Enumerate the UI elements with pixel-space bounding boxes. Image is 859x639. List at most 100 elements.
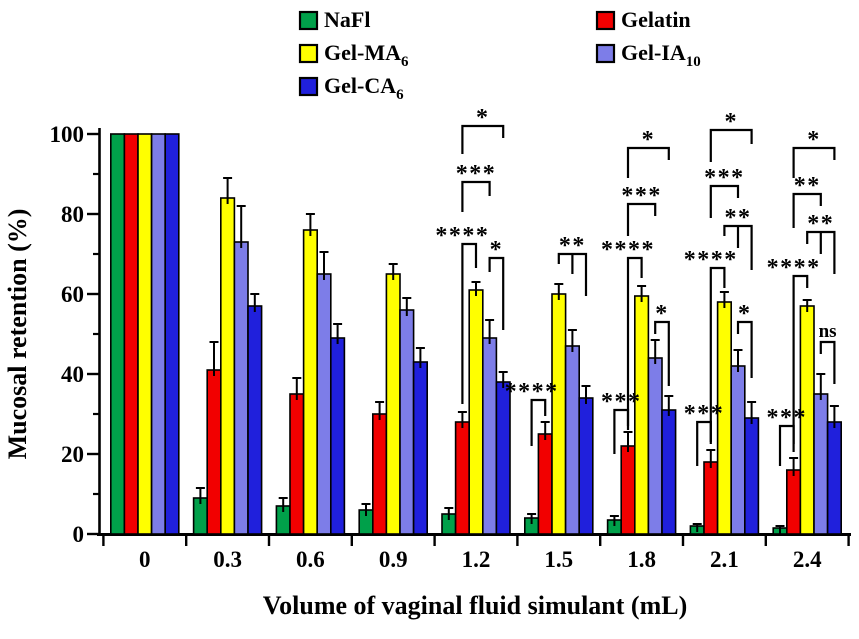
significance-bracket [626, 256, 643, 426]
significance-label: * [490, 237, 504, 263]
bar-gel-ca-1.5 [578, 397, 594, 535]
bar-gelatin-0 [123, 133, 139, 535]
bar-gel-ca-2.1 [743, 417, 760, 535]
bar-gel-ma-0.3 [220, 197, 236, 535]
significance-label: *** [621, 183, 662, 209]
significance-bracket [654, 320, 670, 386]
bar-gel-ca-2.4 [826, 421, 842, 535]
x-tick-label: 0.9 [379, 547, 408, 572]
significance-bracket [709, 266, 726, 444]
y-tick-label: 0 [73, 522, 85, 547]
significance-bracket [488, 256, 505, 330]
bar-gel-ia-1.8 [647, 357, 663, 535]
significance-bracket [709, 184, 740, 218]
bar-gel-ca-1.8 [661, 409, 677, 535]
significance-label: ** [807, 211, 834, 237]
significance-bracket [792, 192, 822, 228]
significance-bracket [461, 124, 505, 154]
significance-label: ns [819, 321, 837, 342]
significance-bracket [626, 146, 670, 178]
legend-swatch-nafl [298, 10, 319, 31]
bar-nafl-0 [110, 133, 126, 535]
significance-label: **** [684, 247, 738, 273]
bar-gelatin-1.8 [620, 445, 636, 535]
significance-label: ** [559, 233, 586, 259]
significance-label: ** [725, 205, 752, 231]
bar-gel-ca-0.3 [247, 305, 263, 535]
significance-bracket [792, 274, 809, 452]
significance-label: * [642, 127, 656, 153]
bar-gelatin-0.3 [206, 369, 222, 535]
bar-gel-ca-0 [164, 133, 180, 535]
significance-label: **** [767, 255, 821, 281]
significance-bracket [792, 146, 836, 178]
bar-gelatin-1.2 [454, 421, 471, 535]
significance-bracket [530, 398, 547, 446]
bar-gel-ia-2.4 [813, 393, 829, 535]
significance-bracket [819, 340, 836, 384]
bar-gel-ma-1.2 [468, 289, 484, 535]
bar-gel-ma-0.6 [302, 229, 319, 535]
significance-label: **** [505, 379, 559, 405]
significance-label: *** [601, 389, 642, 415]
significance-bracket [723, 224, 753, 270]
significance-label: ** [794, 173, 821, 199]
y-tick-label: 40 [61, 362, 84, 387]
y-axis-title: Mucosal retention (%) [3, 209, 32, 460]
bar-gel-ma-0.9 [385, 273, 401, 535]
significance-label: **** [601, 237, 655, 263]
bar-gelatin-0.6 [289, 393, 305, 535]
significance-bracket [806, 230, 836, 274]
x-tick-label: 0 [139, 547, 151, 572]
legend-swatch-gelatin [595, 10, 616, 31]
bar-gel-ca-0.6 [329, 337, 346, 535]
significance-bracket [461, 180, 491, 212]
bar-gelatin-2.1 [703, 461, 719, 535]
x-tick-label: 1.2 [462, 547, 491, 572]
x-tick-label: 1.5 [544, 547, 573, 572]
significance-label: *** [767, 405, 808, 431]
bar-gel-ia-1.2 [481, 337, 498, 535]
significance-label: * [738, 301, 752, 327]
significance-label: *** [456, 161, 497, 187]
legend-label-gel-ia: Gel-IA10 [621, 40, 701, 70]
x-tick-label: 1.8 [627, 547, 656, 572]
significance-label: * [724, 109, 738, 135]
significance-bracket [736, 320, 753, 378]
significance-label: *** [704, 165, 745, 191]
bar-gel-ca-0.9 [412, 361, 429, 535]
y-tick-label: 60 [61, 282, 84, 307]
bar-gel-ia-0.3 [233, 241, 249, 535]
x-axis-title: Volume of vaginal fluid simulant (mL) [263, 591, 687, 620]
significance-label: * [807, 127, 821, 153]
x-tick-label: 0.3 [213, 547, 242, 572]
bar-gelatin-2.4 [785, 469, 802, 535]
legend-label-nafl: NaFl [324, 7, 370, 32]
bar-gel-ma-1.8 [633, 295, 650, 535]
x-tick-label: 0.6 [296, 547, 325, 572]
significance-bracket [778, 424, 795, 466]
x-tick-label: 2.1 [710, 547, 739, 572]
significance-bracket [709, 128, 753, 162]
legend-swatch-gel-ca [298, 76, 319, 97]
significance-bracket [557, 252, 588, 296]
legend-label-gelatin: Gelatin [621, 7, 691, 32]
significance-label: * [476, 105, 490, 131]
legend-swatch-gel-ma [298, 43, 319, 64]
significance-label: **** [435, 223, 489, 249]
y-tick-label: 100 [50, 122, 85, 147]
bar-gel-ia-1.5 [564, 345, 580, 535]
significance-bracket [626, 202, 657, 236]
bar-gel-ia-0.6 [316, 273, 332, 535]
significance-bracket [696, 420, 712, 466]
x-tick-label: 2.4 [793, 547, 822, 572]
bar-gel-ma-0 [137, 133, 153, 535]
significance-label: *** [684, 401, 725, 427]
legend-label-gel-ca: Gel-CA6 [324, 73, 404, 103]
significance-bracket [461, 242, 478, 404]
bar-gelatin-0.9 [371, 413, 388, 535]
significance-label: * [655, 301, 669, 327]
legend-label-gel-ma: Gel-MA6 [324, 40, 409, 70]
